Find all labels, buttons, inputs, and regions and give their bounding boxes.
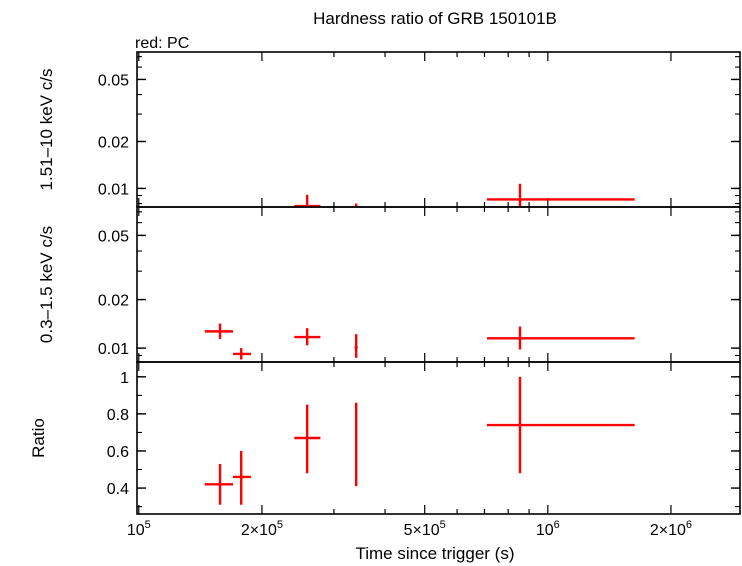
legend-label: red: PC — [135, 35, 189, 52]
data-point — [486, 183, 635, 207]
y-tick-label: 0.02 — [98, 293, 129, 310]
axes-frame — [136, 361, 741, 515]
data-series — [294, 183, 635, 207]
panels: 0.050.020.011.51–10 keV c/s0.050.020.010… — [29, 51, 741, 539]
x-tick-base: 2×10 — [241, 522, 277, 539]
y-tick-label: 0.05 — [98, 72, 129, 89]
data-point — [486, 326, 635, 350]
data-point — [294, 194, 321, 207]
y-tick-label: 1 — [120, 370, 129, 387]
x-tick-label: 2×106 — [650, 519, 692, 539]
x-tick-label: 106 — [536, 519, 560, 539]
y-axis-label-hard: 1.51–10 keV c/s — [37, 69, 56, 191]
x-tick-exponent: 5 — [440, 519, 446, 531]
data-point — [486, 376, 635, 474]
x-tick-exponent: 6 — [554, 519, 560, 531]
x-tick-exponent: 5 — [145, 519, 151, 531]
axes-frame — [136, 206, 741, 363]
x-tick-exponent: 5 — [277, 519, 283, 531]
panel-soft: 0.05 0.02 0.01 0.3–1.5 keV c/s — [37, 206, 741, 363]
data-point — [294, 404, 321, 474]
x-tick-exponent: 6 — [686, 519, 692, 531]
panel-hard: 0.05 0.02 0.01 1.51–10 keV c/s — [37, 51, 741, 208]
data-series — [204, 323, 635, 360]
data-point — [204, 463, 234, 505]
data-series — [204, 376, 635, 505]
y-tick-label: 0.01 — [98, 181, 129, 198]
data-point — [354, 334, 358, 358]
y-tick-label: 0.05 — [98, 228, 129, 245]
data-point — [204, 323, 234, 339]
data-point — [233, 450, 251, 505]
x-tick-label: 2×105 — [241, 519, 283, 539]
x-tick-base: 10 — [127, 522, 145, 539]
axes-frame — [136, 51, 741, 208]
y-tick-label: 0.01 — [98, 341, 129, 358]
x-tick-label: 105 — [127, 519, 151, 539]
x-tick-base: 2×10 — [650, 522, 686, 539]
x-axis-label: Time since trigger (s) — [355, 544, 514, 563]
y-axis-label-ratio: Ratio — [29, 418, 48, 458]
y-tick-label: 0.8 — [107, 407, 129, 424]
data-point — [294, 328, 321, 346]
y-tick-label: 0.6 — [107, 444, 129, 461]
x-tick-label: 5×105 — [404, 519, 446, 539]
x-tick-base: 10 — [536, 522, 554, 539]
x-tick-base: 5×10 — [404, 522, 440, 539]
data-point — [233, 348, 251, 360]
y-tick-label: 0.02 — [98, 134, 129, 151]
y-tick-label: 0.4 — [107, 481, 129, 498]
y-axis-label-soft: 0.3–1.5 keV c/s — [37, 226, 56, 343]
chart-title: Hardness ratio of GRB 150101B — [313, 9, 557, 28]
